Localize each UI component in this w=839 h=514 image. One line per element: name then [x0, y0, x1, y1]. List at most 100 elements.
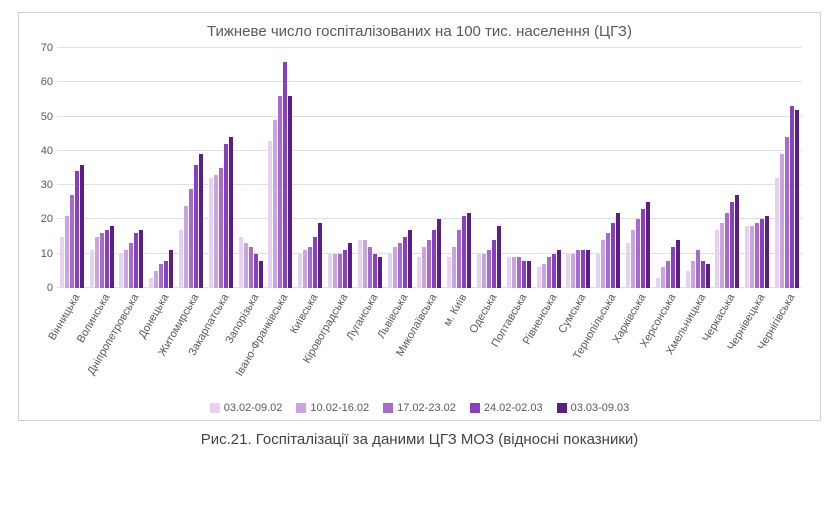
- bar: [159, 264, 163, 288]
- legend-item: 17.02-23.02: [383, 402, 456, 414]
- bar: [149, 278, 153, 288]
- bar: [790, 106, 794, 288]
- legend-label: 03.02-09.02: [224, 402, 283, 414]
- bar: [169, 250, 173, 288]
- legend-swatch: [557, 403, 567, 413]
- bar-group: [444, 213, 474, 288]
- bar: [343, 250, 347, 288]
- bar: [358, 240, 362, 288]
- bar: [477, 254, 481, 288]
- plot-area: 010203040506070: [57, 48, 802, 288]
- bar: [557, 250, 561, 288]
- bar: [368, 247, 372, 288]
- bar: [527, 261, 531, 288]
- bar: [90, 250, 94, 288]
- bar: [671, 247, 675, 288]
- bar: [219, 168, 223, 288]
- bar: [735, 195, 739, 288]
- legend-label: 10.02-16.02: [310, 402, 369, 414]
- bar: [303, 250, 307, 288]
- bar: [408, 230, 412, 288]
- bar-group: [474, 226, 504, 288]
- bar: [105, 230, 109, 288]
- bar: [720, 223, 724, 288]
- bar-group: [57, 165, 87, 288]
- bar: [229, 137, 233, 288]
- bar: [715, 230, 719, 288]
- x-label-slot: Луганська: [355, 288, 385, 400]
- bar-group: [206, 137, 236, 288]
- bar: [542, 264, 546, 288]
- bar: [636, 219, 640, 288]
- bar-group: [325, 243, 355, 288]
- bar: [318, 223, 322, 288]
- bar-group: [415, 219, 445, 288]
- bar: [403, 237, 407, 288]
- y-axis: 010203040506070: [33, 48, 55, 288]
- bar: [537, 267, 541, 288]
- bar: [254, 254, 258, 288]
- bar: [194, 165, 198, 288]
- bar: [457, 230, 461, 288]
- bar: [308, 247, 312, 288]
- bar: [259, 261, 263, 288]
- bar: [184, 206, 188, 288]
- bar: [313, 237, 317, 288]
- bar: [641, 209, 645, 288]
- bar: [249, 247, 253, 288]
- bar: [288, 96, 292, 288]
- x-axis: ВінницькаВолинськаДніпропетровськаДонець…: [57, 288, 802, 400]
- bar: [348, 243, 352, 288]
- bar: [462, 216, 466, 288]
- bar: [611, 223, 615, 288]
- bar: [110, 226, 114, 288]
- y-tick-label: 60: [31, 76, 53, 88]
- legend-item: 03.03-09.03: [557, 402, 630, 414]
- legend-swatch: [383, 403, 393, 413]
- legend-item: 10.02-16.02: [296, 402, 369, 414]
- bar: [467, 213, 471, 288]
- bar: [244, 243, 248, 288]
- x-label-slot: Рівненська: [534, 288, 564, 400]
- bar: [70, 195, 74, 288]
- bar: [750, 226, 754, 288]
- x-label-slot: Миколаївська: [415, 288, 445, 400]
- bar: [298, 254, 302, 288]
- bar: [696, 250, 700, 288]
- bar: [656, 278, 660, 288]
- bar: [780, 154, 784, 288]
- figure: Тижневе число госпіталізованих на 100 ти…: [0, 0, 839, 456]
- y-tick-label: 70: [31, 42, 53, 54]
- bar: [139, 230, 143, 288]
- bar-group: [623, 202, 653, 288]
- bar: [571, 254, 575, 288]
- legend: 03.02-09.0210.02-16.0217.02-23.0224.02-0…: [33, 402, 806, 414]
- bar: [224, 144, 228, 288]
- bar: [338, 254, 342, 288]
- bar: [725, 213, 729, 288]
- bar: [730, 202, 734, 288]
- bar: [189, 189, 193, 288]
- bar: [701, 261, 705, 288]
- bar: [691, 261, 695, 288]
- bar: [522, 261, 526, 288]
- bar-group: [295, 223, 325, 288]
- bar: [487, 250, 491, 288]
- bar: [482, 254, 486, 288]
- bar: [547, 257, 551, 288]
- bar: [676, 240, 680, 288]
- legend-label: 03.03-09.03: [571, 402, 630, 414]
- bar: [452, 247, 456, 288]
- y-tick-label: 20: [31, 213, 53, 225]
- bar: [268, 141, 272, 288]
- bar-group: [683, 250, 713, 288]
- bar: [119, 254, 123, 288]
- bar: [616, 213, 620, 288]
- bar-group: [266, 62, 296, 288]
- bar: [75, 171, 79, 288]
- bar: [566, 254, 570, 288]
- bar: [631, 230, 635, 288]
- bars-container: [57, 48, 802, 288]
- bar: [626, 243, 630, 288]
- bar-group: [504, 257, 534, 288]
